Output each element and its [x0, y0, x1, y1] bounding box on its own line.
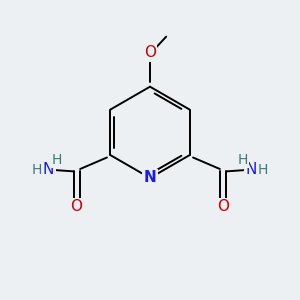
Text: N: N	[144, 170, 156, 185]
Text: O: O	[144, 45, 156, 60]
Text: H: H	[238, 153, 248, 167]
Text: O: O	[70, 199, 83, 214]
Text: H: H	[52, 153, 62, 167]
Text: H: H	[258, 163, 268, 177]
Text: N: N	[246, 162, 257, 177]
Text: N: N	[43, 162, 54, 177]
Text: H: H	[32, 163, 42, 177]
Text: O: O	[218, 199, 230, 214]
